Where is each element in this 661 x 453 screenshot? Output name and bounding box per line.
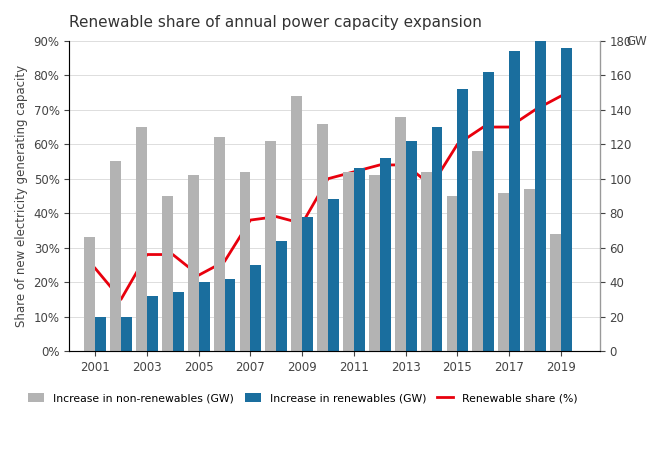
Renewable share (%) — [376, 162, 384, 168]
Bar — [147, 296, 158, 351]
Renewable share (%) — [557, 93, 565, 99]
Renewable share (%) — [221, 259, 229, 264]
Y-axis label: GW: GW — [627, 35, 647, 48]
Renewable share (%) — [247, 217, 254, 223]
Bar — [343, 172, 354, 351]
Bar — [524, 189, 535, 351]
Bar — [239, 172, 251, 351]
Renewable share (%) — [479, 124, 487, 130]
Bar — [292, 96, 302, 351]
Renewable share (%) — [402, 162, 410, 168]
Bar — [498, 193, 509, 351]
Bar — [225, 279, 235, 351]
Renewable share (%) — [91, 265, 99, 271]
Renewable share (%) — [298, 221, 306, 226]
Bar — [266, 141, 276, 351]
Bar — [251, 265, 261, 351]
Renewable share (%) — [272, 214, 280, 219]
Bar — [457, 89, 468, 351]
Bar — [214, 137, 225, 351]
Legend: Increase in non-renewables (GW), Increase in renewables (GW), Renewable share (%: Increase in non-renewables (GW), Increas… — [24, 389, 582, 408]
Renewable share (%) — [350, 169, 358, 174]
Bar — [395, 117, 406, 351]
Renewable share (%) — [324, 176, 332, 182]
Renewable share (%) — [505, 124, 513, 130]
Bar — [447, 196, 457, 351]
Bar — [483, 72, 494, 351]
Renewable share (%) — [428, 183, 436, 188]
Bar — [473, 151, 483, 351]
Bar — [328, 199, 339, 351]
Text: Renewable share of annual power capacity expansion: Renewable share of annual power capacity… — [69, 15, 482, 30]
Renewable share (%) — [195, 273, 203, 278]
Bar — [317, 124, 328, 351]
Renewable share (%) — [143, 252, 151, 257]
Bar — [162, 196, 173, 351]
Bar — [276, 241, 287, 351]
Bar — [420, 172, 432, 351]
Renewable share (%) — [169, 252, 176, 257]
Line: Renewable share (%): Renewable share (%) — [95, 96, 561, 299]
Renewable share (%) — [531, 107, 539, 112]
Bar — [432, 127, 442, 351]
Bar — [550, 234, 561, 351]
Y-axis label: Share of new electricity generating capacity: Share of new electricity generating capa… — [15, 65, 28, 327]
Bar — [95, 317, 106, 351]
Bar — [188, 175, 199, 351]
Bar — [173, 293, 184, 351]
Bar — [354, 169, 365, 351]
Bar — [121, 317, 132, 351]
Bar — [136, 127, 147, 351]
Bar — [561, 48, 572, 351]
Renewable share (%) — [453, 141, 461, 147]
Bar — [509, 51, 520, 351]
Bar — [199, 282, 210, 351]
Bar — [85, 237, 95, 351]
Bar — [110, 161, 121, 351]
Bar — [302, 217, 313, 351]
Bar — [369, 175, 380, 351]
Bar — [406, 141, 416, 351]
Bar — [535, 41, 546, 351]
Bar — [380, 158, 391, 351]
Renewable share (%) — [117, 297, 125, 302]
